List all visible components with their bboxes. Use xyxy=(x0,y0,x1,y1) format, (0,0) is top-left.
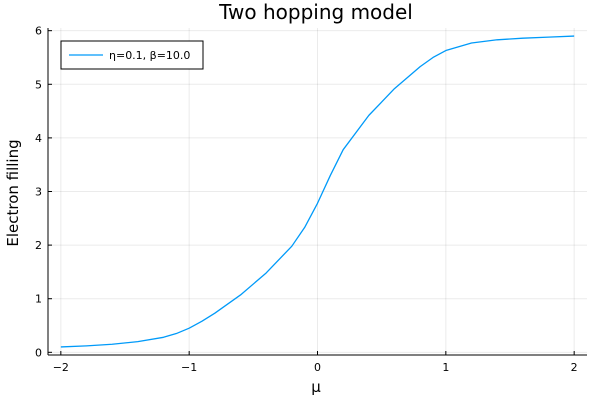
y-tick-label-0: 0 xyxy=(35,346,42,359)
x-tick-label-1: −1 xyxy=(181,361,197,374)
x-axis-label: μ xyxy=(311,378,321,396)
x-tick-label-3: 1 xyxy=(442,361,449,374)
chart-title: Two hopping model xyxy=(218,0,413,24)
y-tick-label-4: 4 xyxy=(35,132,42,145)
x-tick-label-2: 0 xyxy=(314,361,321,374)
axes-layer: −2 −1 0 1 2 0 1 2 3 4 5 6 xyxy=(35,25,587,374)
x-tick-label-0: −2 xyxy=(53,361,69,374)
y-tick-label-6: 6 xyxy=(35,25,42,38)
grid-layer xyxy=(48,28,587,355)
legend-label: η=0.1, β=10.0 xyxy=(109,49,190,62)
y-tick-label-2: 2 xyxy=(35,239,42,252)
y-tick-label-3: 3 xyxy=(35,186,42,199)
series-layer xyxy=(60,35,575,348)
legend: η=0.1, β=10.0 xyxy=(60,40,204,70)
y-tick-label-5: 5 xyxy=(35,78,42,91)
y-axis-label: Electron filling xyxy=(4,139,22,246)
series-line-0 xyxy=(60,35,575,348)
x-tick-label-4: 2 xyxy=(571,361,578,374)
y-tick-label-1: 1 xyxy=(35,293,42,306)
